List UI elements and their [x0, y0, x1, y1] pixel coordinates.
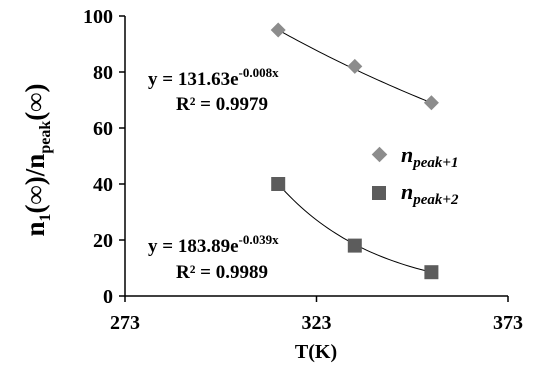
data-markers [270, 22, 439, 280]
marker-series-1 [423, 95, 439, 111]
marker-series-1 [270, 22, 286, 38]
x-tick-label: 273 [110, 312, 140, 334]
y-tick-label: 0 [103, 286, 113, 308]
x-tick-label: 323 [302, 312, 332, 334]
y-axis-label: n1(∞)/npeak(∞) [20, 84, 54, 237]
x-ticks: 273 323 373 [110, 296, 523, 334]
legend-marker-series-1 [371, 146, 388, 163]
marker-series-1 [347, 58, 363, 74]
marker-series-2 [424, 265, 439, 280]
y-tick-label: 100 [83, 6, 113, 28]
y-tick-label: 40 [93, 174, 113, 196]
equation-series-2: y = 183.89e-0.039x [148, 232, 279, 257]
x-tick-label: 373 [493, 312, 523, 334]
marker-series-2 [347, 238, 362, 253]
equation-series-1: y = 131.63e-0.008x [148, 65, 279, 90]
marker-series-2 [271, 177, 286, 191]
legend: npeak+1 npeak+2 [371, 142, 459, 208]
legend-marker-series-2 [372, 186, 386, 200]
y-ticks: 0 20 40 60 80 100 [83, 6, 125, 308]
legend-label-series-2: npeak+2 [401, 179, 459, 208]
x-axis-label: T(K) [295, 341, 337, 363]
legend-label-series-1: npeak+1 [401, 142, 458, 171]
r2-series-2: R² = 0.9989 [176, 262, 268, 283]
r2-series-1: R² = 0.9979 [176, 94, 268, 115]
y-tick-label: 60 [93, 118, 113, 140]
y-tick-label: 20 [93, 230, 113, 252]
y-tick-label: 80 [93, 62, 113, 84]
